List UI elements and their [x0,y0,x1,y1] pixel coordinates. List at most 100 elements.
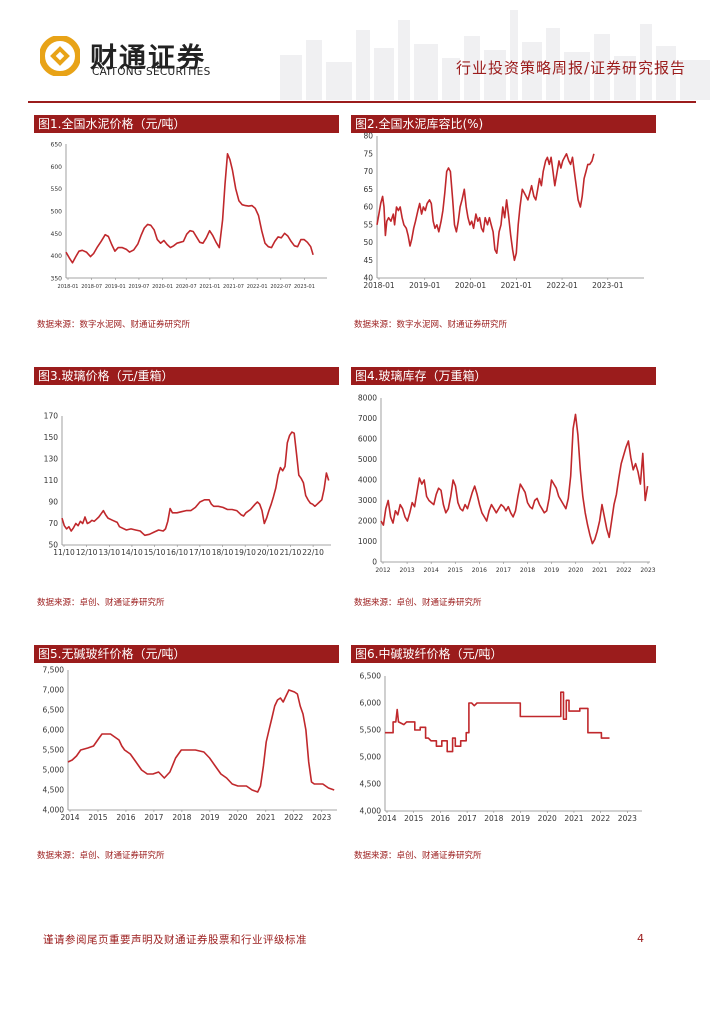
report-type-title: 行业投资策略周报/证券研究报告 [455,59,686,77]
y-tick-label: 75 [363,149,373,158]
x-tick-label: 19/10 [234,548,256,557]
x-tick-label: 2021 [592,567,607,574]
y-tick-label: 7,500 [43,666,65,675]
y-tick-label: 50 [48,541,58,550]
x-tick-label: 2017 [496,567,511,574]
y-tick-label: 500 [51,209,63,216]
x-tick-label: 2023 [640,567,655,574]
logo-chinese-name: 财通证券 [90,43,206,74]
x-tick-label: 2022-07 [270,284,291,290]
x-tick-label: 2013 [399,567,414,574]
x-tick-label: 2018-01 [58,284,79,290]
x-tick-label: 2020 [568,567,583,574]
x-tick-label: 2014 [377,814,396,823]
y-tick-label: 4,000 [43,806,65,815]
x-tick-label: 2018 [520,567,535,574]
x-tick-label: 2012 [375,567,390,574]
x-tick-label: 2021 [256,813,275,822]
x-tick-label: 2022 [284,813,303,822]
x-tick-label: 2022-01 [247,284,268,290]
y-tick-label: 550 [51,186,63,193]
y-tick-label: 6,500 [43,706,65,715]
y-tick-label: 4000 [358,476,377,485]
x-tick-label: 2019-01 [409,281,441,290]
x-tick-label: 2020 [228,813,247,822]
x-tick-label: 2014 [424,567,439,574]
x-tick-label: 2017 [458,814,477,823]
y-tick-label: 4,000 [360,807,382,816]
series-line [61,431,330,537]
x-tick-label: 2016 [472,567,487,574]
y-tick-label: 450 [51,231,63,238]
y-tick-label: 55 [363,220,373,229]
x-tick-label: 2016 [431,814,450,823]
y-tick-label: 3000 [358,496,377,505]
x-tick-label: 2018 [484,814,503,823]
header-divider [28,101,696,103]
y-tick-label: 7,000 [43,686,65,695]
page-number: 4 [637,932,644,945]
x-tick-label: 14/10 [121,548,143,557]
x-tick-label: 13/10 [98,548,120,557]
medium-alkali-fiberglass-price-chart: 4,000 4,500 5,000 5,500 6,000 6,500 2014 2015 20… [360,672,642,823]
figure-2-source: 数据来源：数字水泥网、财通证券研究所 [354,320,508,330]
y-tick-label: 50 [363,238,373,247]
x-tick-label: 2015 [448,567,463,574]
x-tick-label: 2021 [564,814,583,823]
figure-6-source: 数据来源：卓创、财通证券研究所 [354,851,482,861]
y-tick-label: 45 [363,256,373,265]
x-tick-label: 2020-01 [455,281,487,290]
x-tick-label: 15/10 [144,548,166,557]
x-tick-label: 18/10 [212,548,234,557]
y-tick-label: 40 [363,274,373,283]
y-tick-label: 70 [363,167,373,176]
y-tick-label: 2000 [358,517,377,526]
x-tick-label: 2023 [312,813,331,822]
x-tick-label: 2021-07 [223,284,244,290]
x-tick-label: 2018 [172,813,191,822]
series-line [376,153,595,262]
y-tick-label: 650 [51,142,63,149]
y-tick-label: 6,500 [360,672,382,681]
x-tick-label: 2019 [511,814,530,823]
logo-english-name: CAITONG SECURITIES [92,66,211,78]
y-tick-label: 7000 [358,414,377,423]
y-tick-label: 8000 [358,394,377,403]
cement-inventory-ratio-chart: 40 45 50 55 60 65 70 75 80 2018-01 2019-01 2020-01 2… [363,132,644,290]
figure-5-title: 图5.无碱玻纤价格（元/吨） [34,645,339,663]
figure-3-source: 数据来源：卓创、财通证券研究所 [37,598,165,608]
x-tick-label: 2014 [60,813,79,822]
y-tick-label: 60 [363,203,373,212]
x-tick-label: 2019 [200,813,219,822]
glass-inventory-chart: 0 1000 2000 3000 4000 5000 6000 7000 8000 2012 201… [358,394,656,575]
skyline-graphic [280,10,710,100]
y-tick-label: 4,500 [43,786,65,795]
glass-price-chart: 50 70 90 110 130 150 170 11/10 12/10 13/10 14/10 15… [44,412,331,557]
caitong-logo-icon [40,36,80,76]
alkali-free-fiberglass-price-chart: 4,000 4,500 5,000 5,500 6,000 6,500 7,000 7,500… [43,666,337,822]
x-tick-label: 2016 [116,813,135,822]
y-tick-label: 170 [44,412,59,421]
x-tick-label: 2015 [404,814,423,823]
x-tick-label: 2020-01 [152,284,173,290]
y-tick-label: 130 [44,455,59,464]
x-tick-label: 2019-01 [105,284,126,290]
figure-6-title: 图6.中碱玻纤价格（元/吨） [351,645,656,663]
figure-3-title: 图3.玻璃价格（元/重箱） [34,367,339,385]
y-tick-label: 600 [51,164,63,171]
x-tick-label: 2018-07 [81,284,102,290]
y-tick-label: 110 [44,476,59,485]
x-tick-label: 2020 [538,814,557,823]
x-tick-label: 2015 [88,813,107,822]
x-tick-label: 12/10 [76,548,98,557]
x-tick-label: 2023-01 [592,281,624,290]
x-tick-label: 2018-01 [363,281,395,290]
y-tick-label: 150 [44,433,59,442]
y-tick-label: 6,000 [43,726,65,735]
x-tick-label: 16/10 [166,548,188,557]
y-tick-label: 70 [48,519,58,528]
y-tick-label: 5000 [358,455,377,464]
x-tick-label: 2023 [618,814,637,823]
series-line [65,153,314,264]
x-tick-label: 2022 [591,814,610,823]
